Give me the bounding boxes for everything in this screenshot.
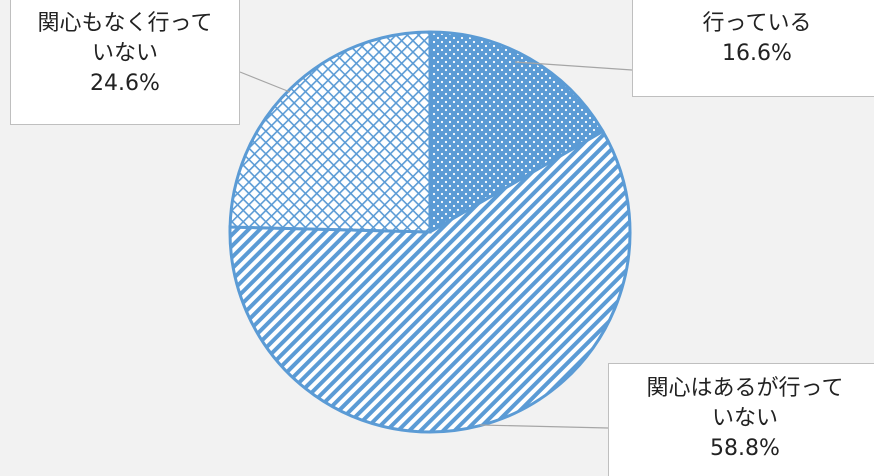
data-label: 行っている 16.6% — [632, 0, 874, 97]
value-label: 16.6% — [722, 41, 792, 66]
data-label: 関心もなく行っていない 24.6% — [10, 0, 240, 125]
pie-slice — [428, 30, 605, 235]
leader-line — [479, 424, 609, 429]
category-label: 関心はあるが行っていない — [646, 376, 844, 431]
category-label: 行っている — [702, 11, 812, 36]
category-label: 関心もなく行っていない — [37, 11, 213, 66]
pie-slice — [228, 30, 432, 234]
value-label: 58.8% — [710, 436, 780, 461]
leader-line — [239, 71, 291, 93]
data-label: 関心はあるが行っていない 58.8% — [608, 363, 874, 476]
leader-lines — [239, 61, 633, 429]
leader-line — [514, 61, 633, 71]
pie-slice — [228, 129, 632, 434]
value-label: 24.6% — [90, 71, 160, 96]
